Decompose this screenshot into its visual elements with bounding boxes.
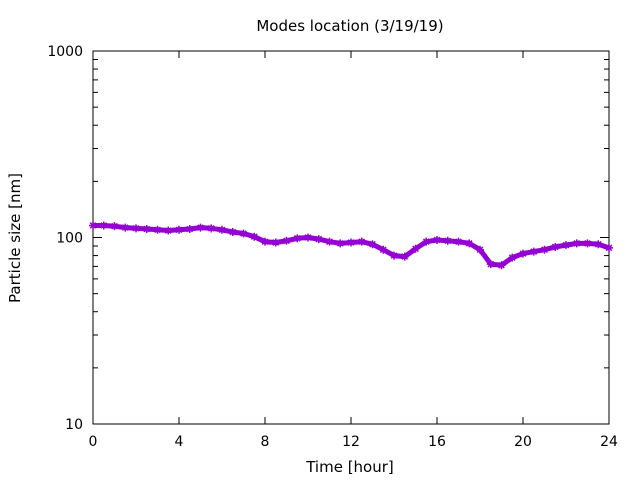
data-point	[250, 232, 259, 241]
data-point	[282, 236, 291, 245]
data-point	[529, 247, 538, 256]
x-axis-label: Time [hour]	[305, 458, 394, 476]
data-point	[572, 239, 581, 248]
x-tick-label: 12	[342, 434, 360, 450]
data-point	[347, 238, 355, 247]
data-point	[142, 225, 151, 234]
data-point	[486, 260, 495, 269]
data-point	[261, 237, 269, 246]
x-tick-label: 24	[600, 434, 618, 450]
data-point	[400, 252, 409, 261]
data-point	[304, 233, 312, 242]
data-point	[390, 251, 398, 260]
data-point	[99, 221, 108, 230]
data-point	[465, 239, 474, 248]
data-point	[411, 244, 420, 253]
data-point	[271, 238, 280, 247]
data-point	[605, 243, 613, 252]
data-point	[175, 225, 183, 234]
data-point	[551, 242, 560, 251]
data-point	[153, 225, 162, 234]
x-tick-label: 8	[261, 434, 270, 450]
data-point	[368, 240, 377, 249]
data-point	[228, 228, 237, 237]
data-point	[164, 226, 173, 235]
data-point	[594, 240, 603, 249]
data-point	[357, 237, 366, 246]
data-point	[443, 236, 452, 245]
data-point	[562, 241, 570, 250]
data-point	[379, 245, 388, 254]
x-tick-label: 16	[428, 434, 446, 450]
data-point	[540, 245, 549, 254]
y-tick-label: 100	[56, 231, 83, 247]
x-tick-label: 20	[514, 434, 532, 450]
data-point	[497, 261, 506, 270]
x-tick-label: 0	[89, 434, 98, 450]
data-point	[132, 224, 140, 233]
y-axis-label: Particle size [nm]	[6, 173, 24, 303]
y-tick-label: 1000	[47, 44, 83, 60]
data-point	[314, 235, 323, 244]
data-point	[583, 239, 592, 248]
data-point	[454, 237, 463, 246]
data-point	[293, 234, 302, 243]
data-point	[110, 222, 119, 231]
data-point	[121, 223, 130, 232]
chart-title: Modes location (3/19/19)	[256, 17, 443, 35]
data-point	[218, 225, 226, 234]
data-series	[89, 221, 613, 270]
axis-tick-labels: 0 4 8 12 16 20 24 10 100 1000	[47, 44, 618, 450]
data-point	[508, 253, 517, 262]
y-tick-label: 10	[65, 417, 83, 433]
data-point	[519, 249, 527, 258]
data-point	[239, 229, 248, 238]
data-point	[185, 225, 194, 234]
data-point	[433, 235, 441, 244]
axis-ticks	[92, 50, 610, 425]
x-tick-label: 4	[175, 434, 184, 450]
data-point	[422, 237, 431, 246]
data-point	[476, 245, 484, 254]
data-point	[196, 223, 205, 232]
data-point	[325, 237, 334, 246]
data-point	[336, 239, 345, 248]
data-point	[89, 221, 97, 230]
data-point	[207, 224, 216, 233]
plot-area-frame	[92, 50, 610, 425]
